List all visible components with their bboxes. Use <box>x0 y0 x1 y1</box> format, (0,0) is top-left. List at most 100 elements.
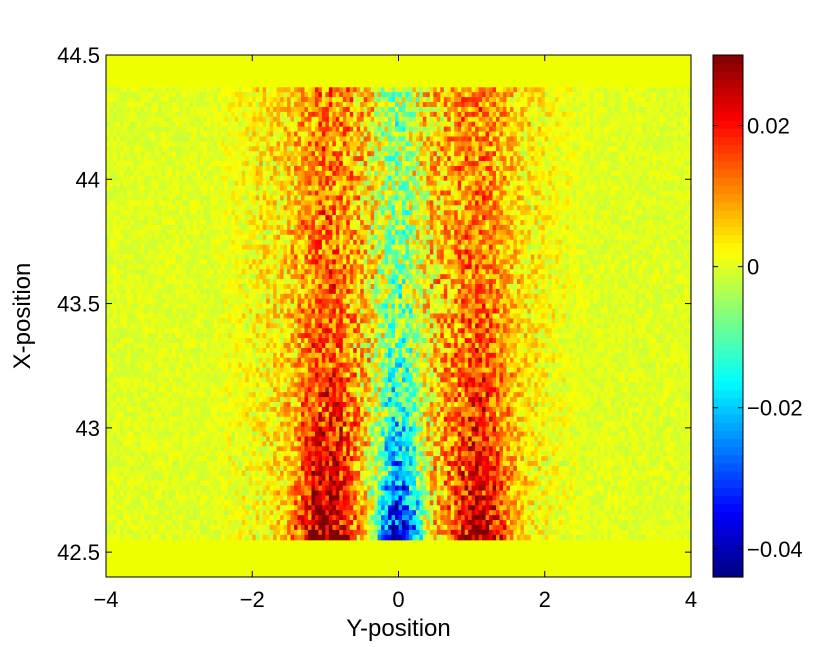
heatmap-cell <box>269 121 274 128</box>
heatmap-cell <box>283 126 288 133</box>
heatmap-cell <box>670 195 675 202</box>
heatmap-cell <box>130 165 135 172</box>
heatmap-cell <box>652 225 657 231</box>
heatmap-cell <box>593 156 598 162</box>
heatmap-cell <box>321 131 326 138</box>
heatmap-cell <box>450 156 455 162</box>
heatmap-cell <box>182 229 187 236</box>
heatmap-cell <box>614 170 619 177</box>
heatmap-cell <box>318 156 323 162</box>
heatmap-cell <box>412 215 417 221</box>
heatmap-cell <box>614 165 619 172</box>
heatmap-cell <box>179 111 184 118</box>
heatmap-cell <box>426 116 431 123</box>
heatmap-cell <box>175 151 180 157</box>
heatmap-cell <box>415 205 420 211</box>
heatmap-cell <box>238 156 243 162</box>
heatmap-cell <box>255 146 260 152</box>
heatmap-cell <box>311 87 316 93</box>
heatmap-cell <box>332 195 337 202</box>
heatmap-cell <box>262 151 267 157</box>
heatmap-cell <box>638 170 643 177</box>
heatmap-cell <box>360 210 365 216</box>
heatmap-cell <box>569 215 574 221</box>
heatmap-cell <box>140 185 145 192</box>
heatmap-cell <box>645 200 650 206</box>
heatmap-cell <box>680 165 685 172</box>
heatmap-cell <box>499 87 504 93</box>
heatmap-cell <box>684 111 689 118</box>
heatmap-cell <box>356 200 361 206</box>
heatmap-cell <box>496 190 501 197</box>
heatmap-cell <box>468 161 473 167</box>
heatmap-cell <box>189 141 194 147</box>
heatmap-cell <box>395 146 400 152</box>
heatmap-cell <box>318 141 323 147</box>
heatmap-cell <box>182 190 187 197</box>
heatmap-cell <box>328 136 333 143</box>
heatmap-cell <box>311 116 316 123</box>
heatmap-cell <box>227 97 232 103</box>
heatmap-cell <box>206 131 212 138</box>
heatmap-cell <box>238 190 243 197</box>
heatmap-cell <box>447 215 452 221</box>
heatmap-cell <box>377 185 382 192</box>
heatmap-cell <box>415 170 420 177</box>
heatmap-cell <box>576 141 581 147</box>
heatmap-cell <box>325 141 330 147</box>
heatmap-cell <box>367 121 372 128</box>
heatmap-cell <box>426 161 431 167</box>
heatmap-cell <box>189 220 194 226</box>
heatmap-cell <box>241 175 246 182</box>
heatmap-cell <box>349 111 354 118</box>
heatmap-cell <box>502 215 508 221</box>
heatmap-cell <box>210 136 215 143</box>
heatmap-cell <box>572 156 577 162</box>
heatmap-cell <box>168 175 173 182</box>
heatmap-cell <box>116 225 121 231</box>
heatmap-cell <box>401 225 407 231</box>
heatmap-cell <box>492 106 497 113</box>
heatmap-cell <box>304 151 309 157</box>
heatmap-cell <box>210 141 215 147</box>
heatmap-cell <box>617 131 622 138</box>
heatmap-cell <box>450 146 455 152</box>
heatmap-cell <box>304 106 309 113</box>
heatmap-cell <box>443 225 448 231</box>
heatmap-cell <box>492 170 497 177</box>
heatmap-cell <box>523 146 528 152</box>
heatmap-cell <box>280 156 285 162</box>
heatmap-cell <box>328 185 333 192</box>
heatmap-cell <box>189 165 194 172</box>
heatmap-cell <box>590 102 595 108</box>
heatmap-cell <box>502 111 508 118</box>
heatmap-cell <box>130 200 135 206</box>
heatmap-cell <box>283 111 288 118</box>
heatmap-cell <box>294 121 299 128</box>
heatmap-cell <box>297 161 302 167</box>
heatmap-cell <box>475 136 480 143</box>
heatmap-cell <box>610 200 615 206</box>
heatmap-cell <box>489 185 494 192</box>
heatmap-cell <box>496 200 501 206</box>
heatmap-cell <box>318 106 323 113</box>
heatmap-cell <box>656 111 661 118</box>
heatmap-cell <box>576 165 581 172</box>
heatmap-cell <box>656 116 661 123</box>
heatmap-cell <box>314 225 320 231</box>
heatmap-cell <box>614 146 619 152</box>
heatmap-cell <box>541 220 546 226</box>
heatmap-cell <box>186 116 191 123</box>
heatmap-cell <box>234 106 239 113</box>
heatmap-cell <box>346 102 351 108</box>
heatmap-cell <box>590 220 595 226</box>
heatmap-cell <box>325 190 330 197</box>
heatmap-cell <box>196 185 201 192</box>
heatmap-cell <box>471 220 476 226</box>
heatmap-cell <box>255 151 260 157</box>
heatmap-cell <box>259 190 264 197</box>
heatmap-cell <box>649 220 654 226</box>
heatmap-cell <box>537 146 542 152</box>
heatmap-cell <box>565 156 570 162</box>
heatmap-cell <box>450 87 455 93</box>
